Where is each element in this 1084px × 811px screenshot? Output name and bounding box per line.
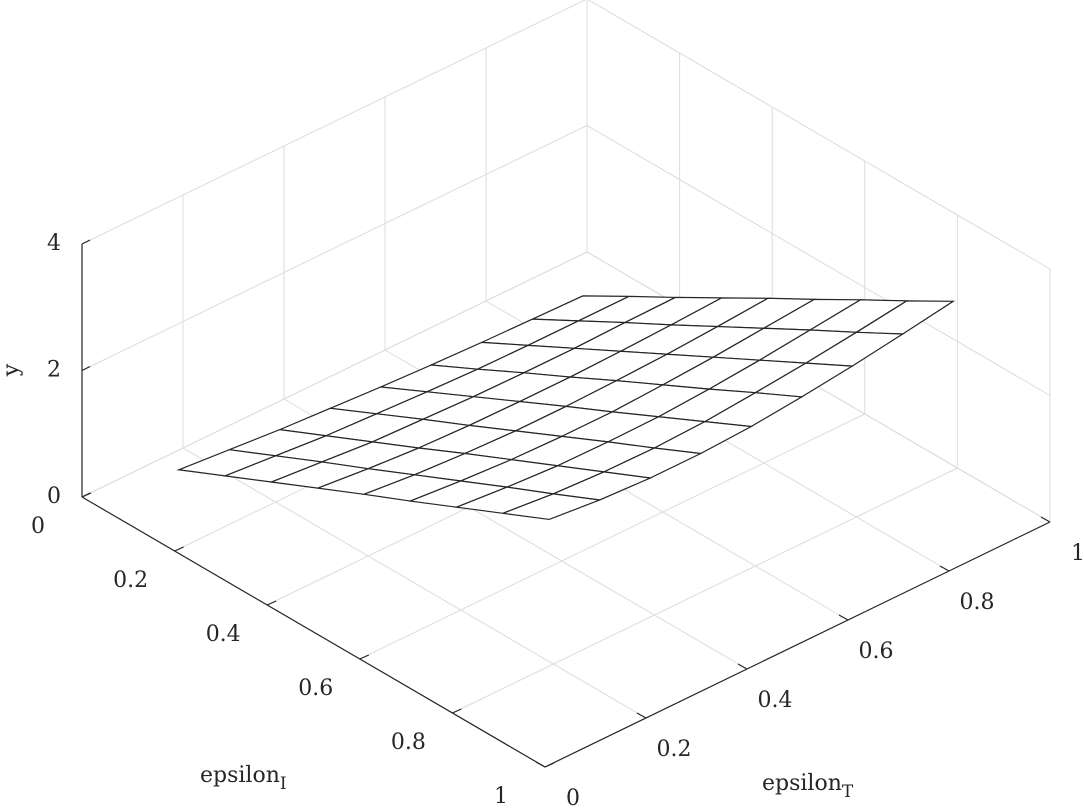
z-tick-label: 2 (47, 358, 61, 383)
tick-mark (535, 761, 546, 768)
tick-mark (81, 492, 92, 498)
y-tick-label: 0.4 (206, 622, 241, 647)
grid-line (182, 447, 647, 719)
tick-mark (359, 654, 370, 660)
tick-mark (737, 663, 748, 670)
y-tick-label: 0.6 (298, 676, 333, 701)
z-axis-label: y (0, 363, 24, 377)
y-axis-label: epsilonI (200, 763, 287, 794)
x-axis-label-base: epsilon (762, 771, 842, 796)
x-tick-label: 0.6 (859, 639, 894, 664)
tick-mark (266, 600, 277, 606)
tick-mark (81, 365, 91, 372)
grid-line (81, 125, 588, 371)
grid-line (587, 0, 1051, 270)
tick-mark (636, 712, 647, 719)
grid-line (81, 0, 587, 245)
x-tick-label: 0.2 (657, 737, 692, 762)
y-tick-label: 0.2 (113, 568, 148, 593)
grid-line (586, 125, 1051, 396)
tick-mark (452, 708, 462, 714)
z-tick-label: 0 (47, 484, 61, 509)
tick-mark (81, 239, 91, 245)
x-axis (544, 521, 1051, 768)
x-tick-label: 0 (566, 786, 580, 811)
x-tick-label: 1 (1071, 541, 1084, 566)
y-axis-label-sub: I (280, 774, 287, 794)
y-tick-label: 0.8 (391, 730, 426, 755)
y-axis-label-base: epsilon (200, 763, 280, 788)
tick-mark (544, 762, 555, 768)
tick-mark (838, 614, 849, 621)
surface-cell (502, 493, 600, 521)
grid-line (359, 413, 866, 660)
tick-mark (174, 546, 184, 552)
grid-line (452, 467, 958, 714)
x-tick-label: 0.4 (758, 688, 793, 713)
x-axis-label: epsilonT (762, 771, 854, 802)
x-tick-label: 0.8 (960, 590, 995, 615)
grid-line (81, 251, 588, 498)
tick-mark (939, 565, 950, 572)
y-axis (81, 496, 546, 768)
y-tick-label: 1 (494, 784, 508, 809)
y-tick-label: 0 (31, 514, 45, 539)
tick-mark (1040, 516, 1051, 523)
x-axis-label-sub: T (842, 782, 854, 802)
z-tick-label: 4 (47, 231, 61, 256)
